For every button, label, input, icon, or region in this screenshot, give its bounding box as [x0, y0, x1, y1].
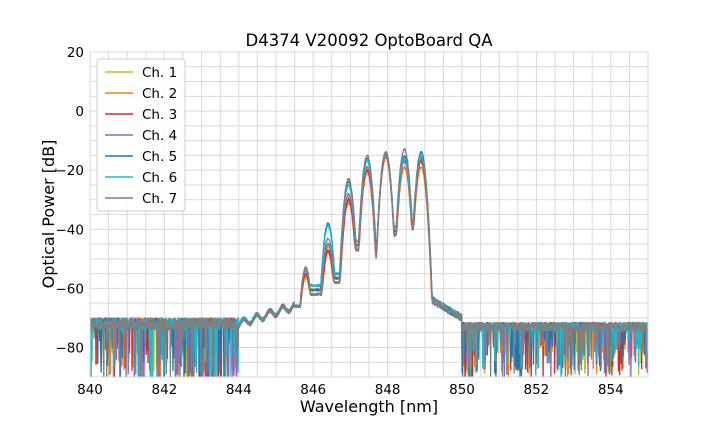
legend-entry: Ch. 4 [142, 128, 177, 144]
legend-entry: Ch. 3 [142, 107, 177, 123]
legend: Ch. 1 Ch. 2 Ch. 3 Ch. 4 Ch. 5 Ch. 6 Ch. 7 [96, 58, 186, 212]
x-tick-label: 852 [524, 382, 550, 398]
legend-entry: Ch. 7 [142, 191, 177, 207]
legend-entry: Ch. 5 [142, 149, 177, 165]
y-tick-label: −60 [56, 281, 85, 297]
x-tick-label: 846 [300, 382, 326, 398]
tick-labels: 840 842 844 846 848 850 852 854 20 0 −20 −40 −60 −80 [56, 45, 624, 398]
x-tick-label: 840 [77, 382, 103, 398]
y-axis-label: Optical Power [dB] [39, 140, 58, 289]
x-axis-label: Wavelength [nm] [300, 397, 438, 416]
y-tick-label: 0 [75, 104, 84, 120]
series-line-ch-7 [90, 148, 648, 377]
x-tick-label: 854 [598, 382, 624, 398]
x-tick-label: 848 [375, 382, 401, 398]
legend-entry: Ch. 6 [142, 170, 177, 186]
x-tick-label: 842 [152, 382, 178, 398]
y-tick-label: −40 [56, 222, 85, 238]
legend-entry: Ch. 1 [142, 65, 177, 81]
x-tick-label: 844 [226, 382, 252, 398]
y-tick-label: −80 [56, 340, 85, 356]
y-tick-label: 20 [67, 45, 84, 61]
legend-box [96, 58, 186, 212]
legend-entry: Ch. 2 [142, 86, 177, 102]
chart-title: D4374 V20092 OptoBoard QA [245, 31, 493, 50]
x-tick-label: 850 [449, 382, 475, 398]
series-lines [90, 148, 648, 377]
y-tick-label: −20 [56, 163, 85, 179]
plot-frame [89, 51, 649, 378]
